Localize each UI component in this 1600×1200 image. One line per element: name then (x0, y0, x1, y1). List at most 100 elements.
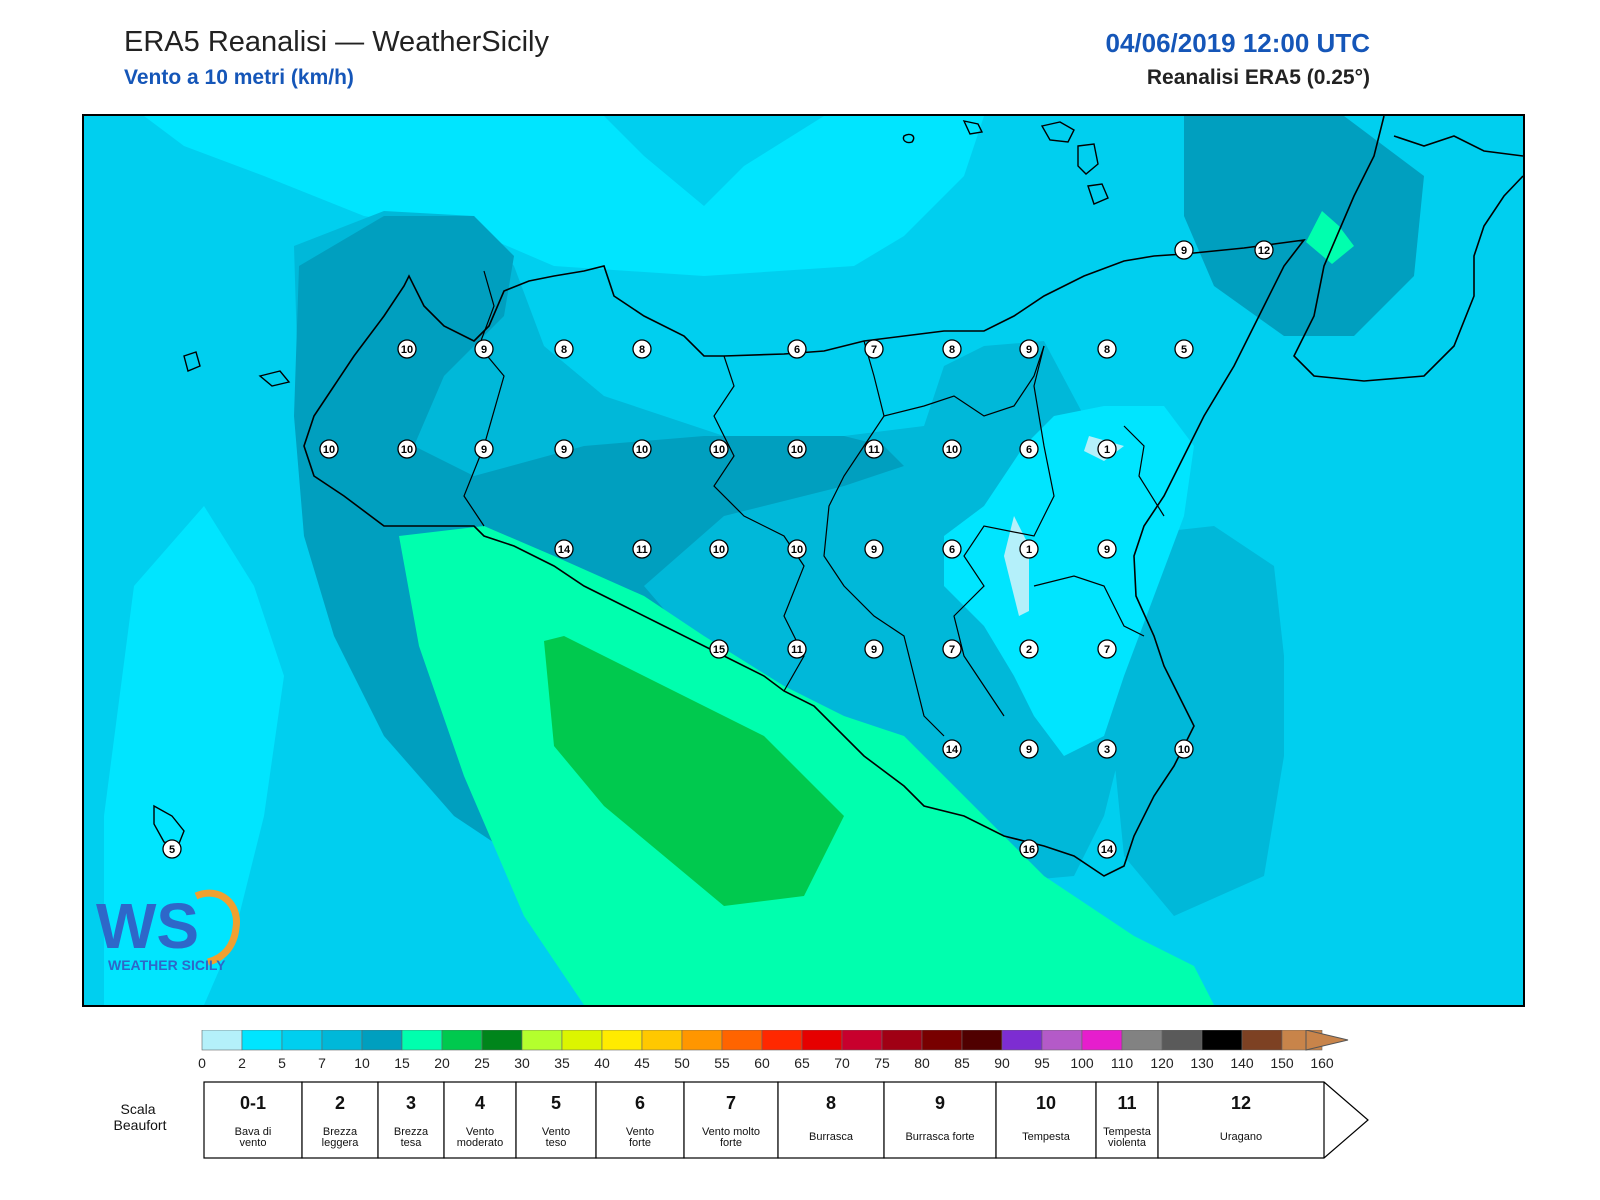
colorbar-box (641, 1030, 683, 1051)
colorbar-ticks: 0 2 5 7 10 15 20 25 30 35 40 45 50 55 60 65 70 75 80 85 90 95… (198, 1055, 1334, 1071)
station-marker: 9 (474, 439, 494, 459)
station-marker: 5 (162, 839, 182, 859)
beaufort-description: Burrasca forte (905, 1131, 974, 1143)
province-border-6 (1033, 575, 1145, 637)
station-dot (709, 539, 729, 559)
colorbar-box (281, 1030, 323, 1051)
field-darkgreen-south (544, 636, 844, 906)
beaufort-scale-label: Scala Beaufort (114, 1101, 167, 1133)
beaufort-cell: 11 Tempesta violenta (1095, 1081, 1159, 1159)
colorbar-box (1001, 1030, 1043, 1051)
colorbar-tick-label: 60 (754, 1055, 770, 1071)
station-wind-value: 14 (1101, 844, 1114, 856)
colorbar-tick-label: 0 (198, 1055, 206, 1071)
beaufort-number: 10 (1036, 1093, 1056, 1113)
beaufort-number: 0-1 (240, 1093, 266, 1113)
station-wind-value: 10 (713, 544, 725, 556)
beaufort-cell: 7 Vento molto forte (683, 1081, 779, 1159)
station-marker: 14 (942, 739, 962, 759)
colorbar-tick-label: 40 (594, 1055, 610, 1071)
beaufort-cell: 10 Tempesta (995, 1081, 1097, 1159)
colorbar-box (761, 1030, 803, 1051)
station-wind-value: 14 (946, 744, 959, 756)
station-marker: 16 (1019, 839, 1039, 859)
province-border-4 (883, 345, 1045, 417)
station-marker: 10 (632, 439, 652, 459)
station-marker: 15 (709, 639, 729, 659)
station-dot (1174, 339, 1194, 359)
station-marker: 9 (1019, 739, 1039, 759)
station-marker: 1 (1019, 539, 1039, 559)
colorbar-box (361, 1030, 403, 1051)
beaufort-cell-box (777, 1081, 885, 1159)
beaufort-number: 6 (635, 1093, 645, 1113)
beaufort-description: Vento teso (542, 1126, 570, 1149)
station-dot (1019, 739, 1039, 759)
beaufort-description: Burrasca (809, 1131, 854, 1143)
beaufort-label-line2: Beaufort (114, 1117, 167, 1133)
beaufort-cell-box (301, 1081, 379, 1159)
field-green-calabria (1306, 211, 1354, 264)
station-marker: 9 (864, 639, 884, 659)
station-wind-value: 7 (1104, 644, 1110, 656)
station-marker: 7 (942, 639, 962, 659)
colorbar-tick-label: 70 (834, 1055, 850, 1071)
colorbar-box (1161, 1030, 1203, 1051)
station-dot (1097, 639, 1117, 659)
beaufort-cells: 0-1 Bava di vento 2 Brezza leggera 3 Brezza tesa… (203, 1081, 1369, 1159)
colorbar-box (241, 1030, 283, 1051)
station-wind-value: 2 (1026, 644, 1032, 656)
station-dot (942, 739, 962, 759)
model-label: Reanalisi ERA5 (0.25°) (1146, 66, 1370, 89)
station-wind-value: 10 (401, 344, 413, 356)
beaufort-description: Vento molto forte (702, 1126, 760, 1149)
colorbar-tick-label: 95 (1034, 1055, 1050, 1071)
colorbar-box (1241, 1030, 1283, 1051)
colorbar-tick-label: 30 (514, 1055, 530, 1071)
field-dark-calabria (1184, 116, 1424, 336)
station-wind-value: 10 (636, 444, 648, 456)
colorbar-arrow (1305, 1030, 1349, 1051)
island-vulcano (1087, 183, 1109, 205)
map-subtitle: Vento a 10 metri (km/h) (124, 66, 354, 89)
island-salina (1040, 121, 1075, 143)
station-marker: 8 (1097, 339, 1117, 359)
colorbar-box (201, 1030, 243, 1051)
beaufort-cell: 6 Vento forte (595, 1081, 685, 1159)
colorbar-box (921, 1030, 963, 1051)
beaufort-number: 2 (335, 1093, 345, 1113)
station-marker: 10 (1174, 739, 1194, 759)
colorbar-tick-label: 110 (1111, 1055, 1134, 1071)
station-dot (864, 439, 884, 459)
station-wind-value: 3 (1104, 744, 1110, 756)
station-dot (709, 639, 729, 659)
station-marker: 6 (787, 339, 807, 359)
beaufort-cell: 8 Burrasca (777, 1081, 885, 1159)
station-marker: 9 (1174, 240, 1194, 260)
weathersicily-logo: WS WEATHER SICILY (96, 889, 240, 973)
colorbar-tick-label: 7 (318, 1055, 326, 1071)
colorbar-tick-label: 130 (1190, 1055, 1214, 1071)
station-dot (1097, 739, 1117, 759)
station-dot (787, 639, 807, 659)
station-marker: 14 (554, 539, 574, 559)
station-wind-value: 9 (1181, 245, 1187, 257)
colorbar-box (1121, 1030, 1163, 1051)
station-wind-value: 10 (401, 444, 413, 456)
field-cyan-etna (944, 406, 1194, 756)
station-dot (1097, 339, 1117, 359)
colorbar-box (801, 1030, 843, 1051)
station-wind-value: 10 (791, 544, 803, 556)
colorbar-tick-label: 160 (1310, 1055, 1334, 1071)
field-cyan-north (144, 116, 984, 276)
beaufort-number: 8 (826, 1093, 836, 1113)
colorbar-tick-label: 45 (634, 1055, 650, 1071)
station-wind-value: 10 (791, 444, 803, 456)
station-dot (942, 339, 962, 359)
station-marker: 9 (554, 439, 574, 459)
station-marker: 14 (1097, 839, 1117, 859)
valid-datetime: 04/06/2019 12:00 UTC (1105, 28, 1370, 58)
station-dot (1254, 240, 1274, 260)
colorbar-tick-label: 140 (1230, 1055, 1254, 1071)
